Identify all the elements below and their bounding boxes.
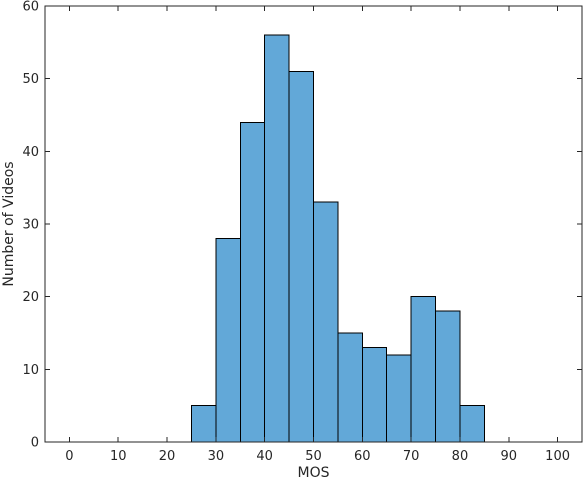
- x-tick-label: 50: [305, 449, 322, 464]
- x-tick-label: 70: [403, 449, 420, 464]
- x-tick-label: 60: [354, 449, 371, 464]
- y-tick-label: 10: [22, 363, 39, 378]
- histogram-bar: [190, 405, 217, 443]
- histogram-bar: [313, 201, 339, 443]
- x-tick-label: 10: [110, 449, 127, 464]
- x-tick-label: 80: [452, 449, 469, 464]
- x-tick-label: 40: [256, 449, 273, 464]
- y-tick-label: 30: [22, 218, 39, 233]
- plot-frame: [44, 5, 583, 443]
- x-tick-label: 100: [545, 449, 570, 464]
- y-tick-label: 50: [22, 72, 39, 87]
- x-tick-label: 20: [159, 449, 176, 464]
- x-tick-label: 30: [208, 449, 225, 464]
- y-tick-label: 60: [22, 0, 39, 15]
- histogram-bar: [239, 121, 266, 443]
- histogram-bar: [264, 34, 290, 443]
- y-tick-label: 20: [22, 290, 39, 305]
- y-tick-label: 40: [22, 145, 39, 160]
- histogram-bar: [410, 296, 437, 443]
- histogram-bar: [435, 310, 461, 443]
- x-tick-label: 90: [500, 449, 517, 464]
- histogram-bar: [386, 354, 412, 443]
- x-tick-label: 0: [65, 449, 73, 464]
- histogram-bar: [337, 332, 363, 443]
- y-axis-title: Number of Videos: [1, 161, 17, 286]
- histogram-bar: [361, 347, 388, 443]
- histogram-bar: [288, 70, 315, 443]
- y-axis-ticks: 0 10 20 30 40 50 60: [22, 0, 582, 451]
- y-tick-label: 0: [31, 436, 39, 451]
- x-axis-ticks: 0 10 20 30 40 50 60 70 80 90 100: [65, 6, 570, 464]
- histogram-bar: [215, 238, 241, 443]
- histogram-bar: [459, 405, 485, 443]
- x-axis-title: MOS: [298, 465, 330, 481]
- bars-layer: [190, 34, 485, 443]
